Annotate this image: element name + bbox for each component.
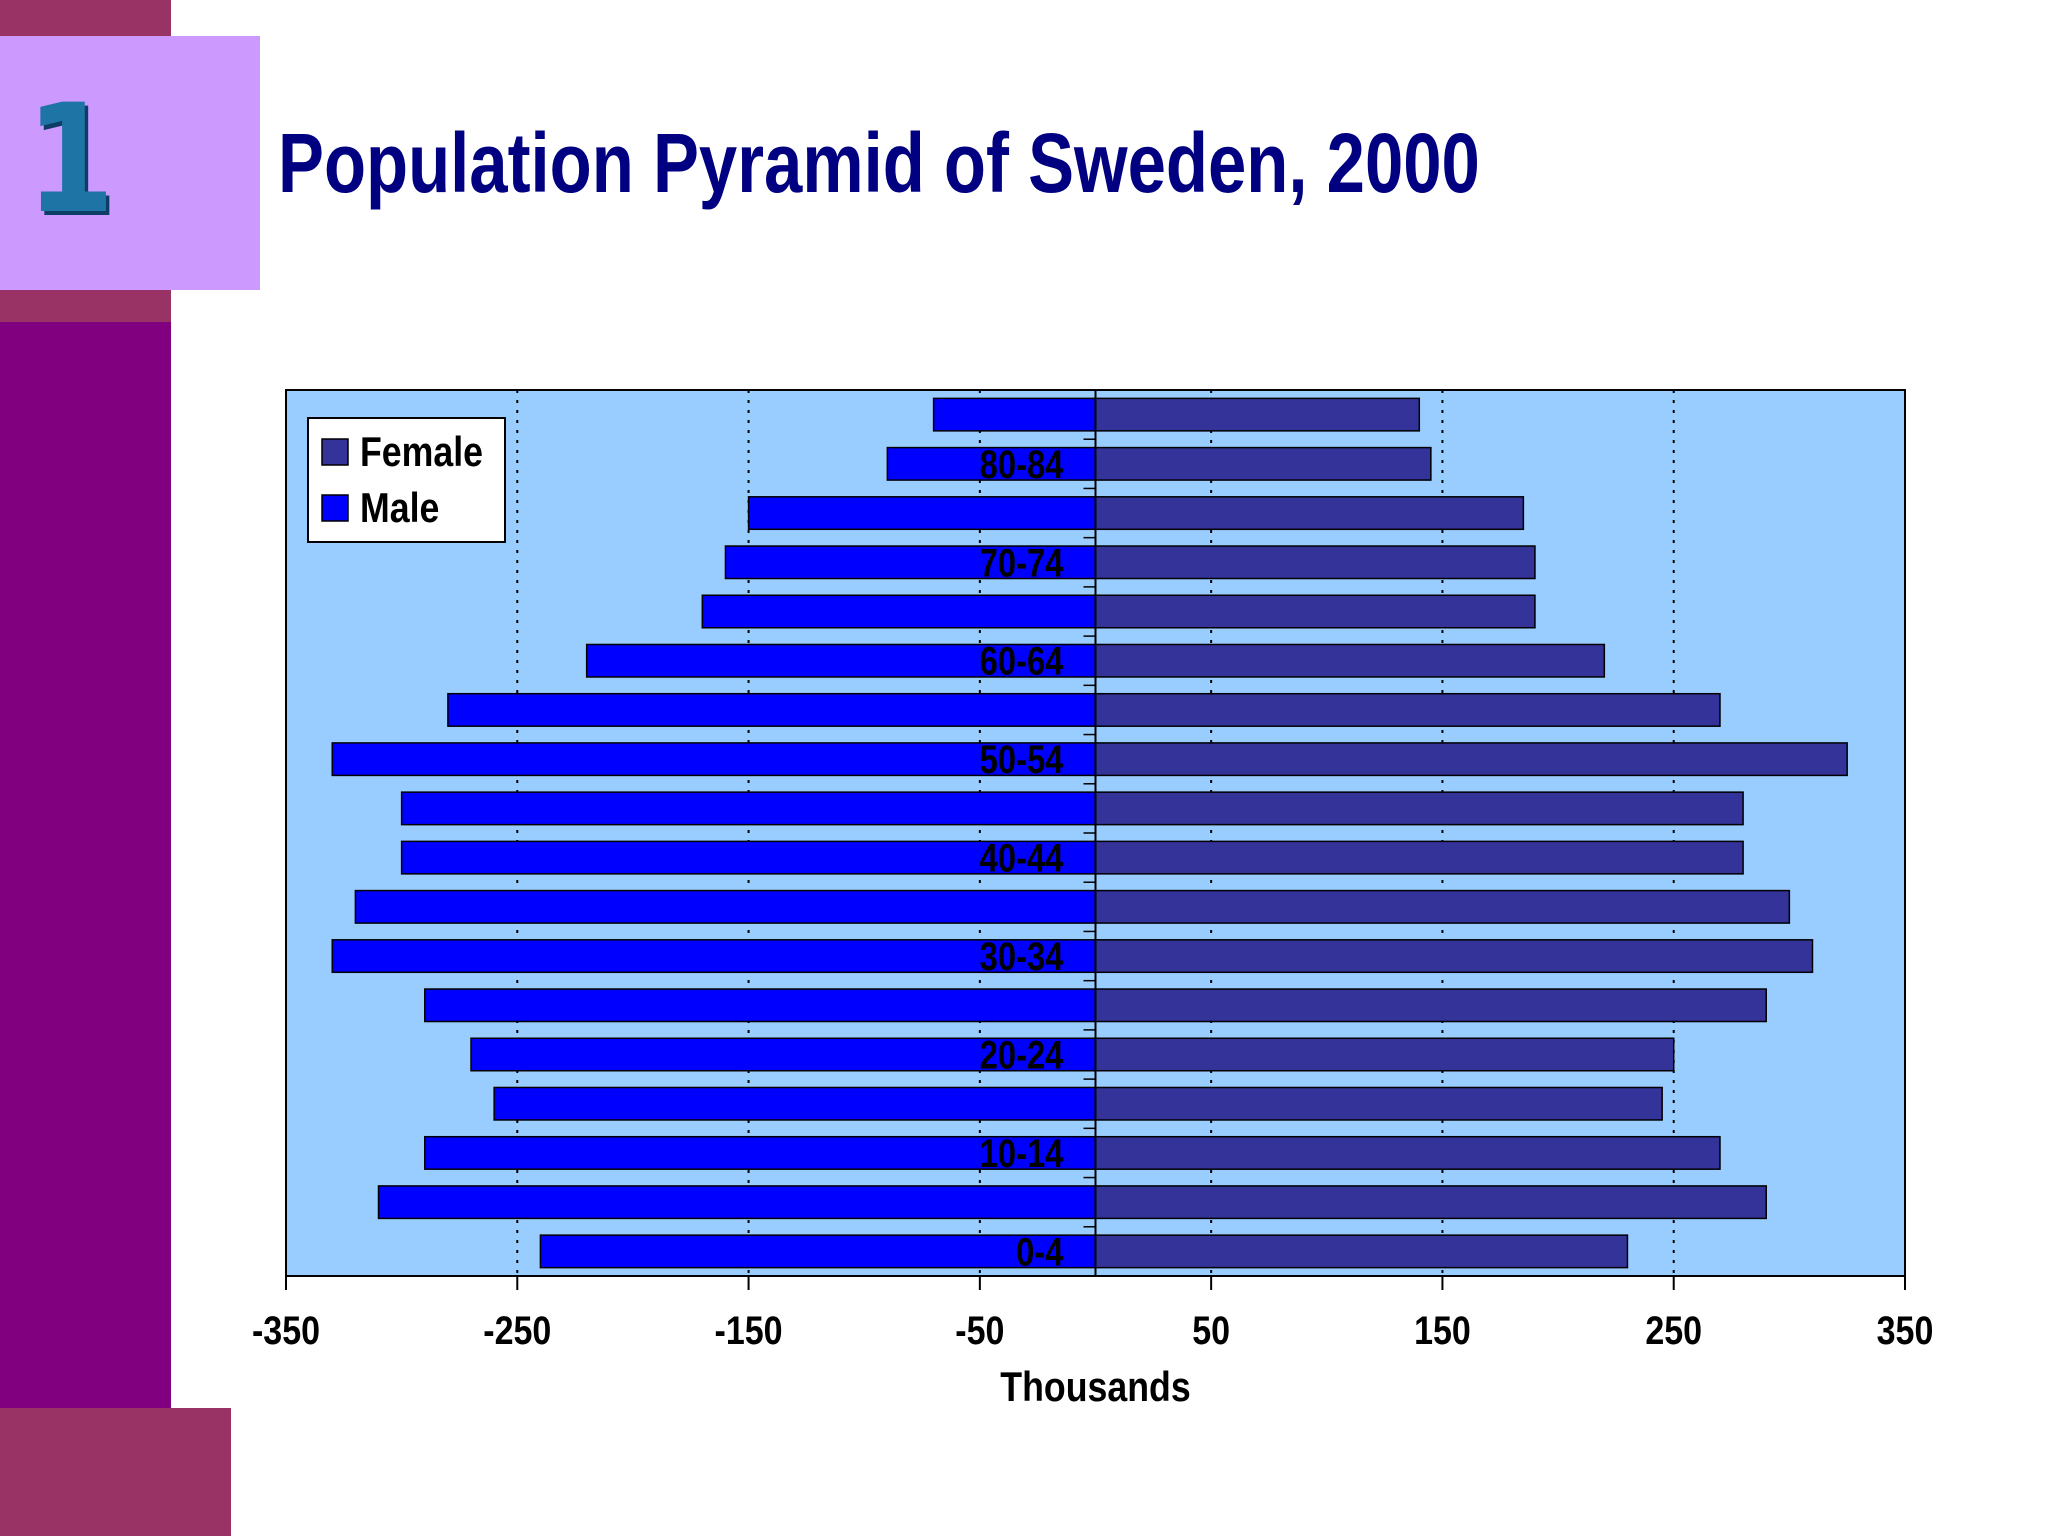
bar-male-25-29 xyxy=(424,988,1097,1023)
x-axis-title: Thousands xyxy=(1000,1364,1190,1410)
bar-male-40-44 xyxy=(400,840,1097,875)
bar-male-65-69 xyxy=(701,594,1097,629)
bar-female-70-74 xyxy=(1094,545,1536,580)
bar-female-10-14 xyxy=(1094,1135,1721,1170)
bar-male-30-34 xyxy=(331,939,1097,974)
x-tick-label: 150 xyxy=(1414,1307,1471,1352)
bar-female-25-29 xyxy=(1094,988,1767,1023)
bar-male-20-24 xyxy=(470,1037,1097,1072)
bar-female-85+ xyxy=(1094,397,1421,432)
bar-male-55-59 xyxy=(447,692,1097,727)
category-label: 30-34 xyxy=(980,934,1064,979)
bar-female-65-69 xyxy=(1094,594,1536,629)
category-label: 40-44 xyxy=(980,836,1064,881)
bar-male-35-39 xyxy=(354,889,1097,924)
side-accent-band xyxy=(0,290,171,322)
bar-male-50-54 xyxy=(331,742,1097,777)
bar-female-50-54 xyxy=(1094,742,1848,777)
category-label: 20-24 xyxy=(980,1032,1064,1077)
bar-female-60-64 xyxy=(1094,643,1606,678)
x-tick-label: 50 xyxy=(1192,1307,1230,1352)
bar-female-35-39 xyxy=(1094,889,1791,924)
slide-title: Population Pyramid of Sweden, 2000 xyxy=(278,116,1480,210)
bar-female-45-49 xyxy=(1094,791,1744,826)
bar-male-70-74 xyxy=(724,545,1097,580)
legend-swatch-female xyxy=(321,438,349,466)
bar-male-45-49 xyxy=(400,791,1097,826)
bar-female-55-59 xyxy=(1094,692,1721,727)
bar-male-85+ xyxy=(932,397,1097,432)
bar-female-40-44 xyxy=(1094,840,1744,875)
bar-female-15-19 xyxy=(1094,1086,1663,1121)
category-label: 0-4 xyxy=(1016,1229,1064,1274)
bar-female-30-34 xyxy=(1094,939,1814,974)
x-tick-label: 250 xyxy=(1645,1307,1702,1352)
slide-number: 1 xyxy=(26,73,115,247)
bar-male-0-4 xyxy=(539,1234,1097,1269)
bar-female-20-24 xyxy=(1094,1037,1675,1072)
x-tick-label: -50 xyxy=(955,1307,1004,1352)
top-accent-band xyxy=(0,0,171,36)
bottom-accent-band xyxy=(0,1408,231,1536)
category-label: 50-54 xyxy=(980,737,1064,782)
bar-male-5-9 xyxy=(377,1185,1097,1220)
bar-male-15-19 xyxy=(493,1086,1097,1121)
bar-male-60-64 xyxy=(585,643,1097,678)
x-tick-label: -150 xyxy=(715,1307,783,1352)
bar-female-0-4 xyxy=(1094,1234,1629,1269)
x-tick-label: -350 xyxy=(252,1307,320,1352)
legend-label-female: Female xyxy=(360,429,483,475)
category-label: 60-64 xyxy=(980,639,1064,684)
legend-swatch-male xyxy=(321,494,349,522)
legend-label-male: Male xyxy=(360,485,439,531)
slide-number-box xyxy=(0,36,260,290)
bar-female-5-9 xyxy=(1094,1185,1767,1220)
category-label: 70-74 xyxy=(980,540,1064,585)
category-label: 80-84 xyxy=(980,442,1064,487)
bar-female-80-84 xyxy=(1094,446,1432,481)
bar-female-75-79 xyxy=(1094,496,1525,531)
bar-male-75-79 xyxy=(747,496,1097,531)
x-tick-label: -250 xyxy=(483,1307,551,1352)
x-tick-label: 350 xyxy=(1877,1307,1934,1352)
category-label: 10-14 xyxy=(980,1131,1064,1176)
bar-male-10-14 xyxy=(424,1135,1097,1170)
